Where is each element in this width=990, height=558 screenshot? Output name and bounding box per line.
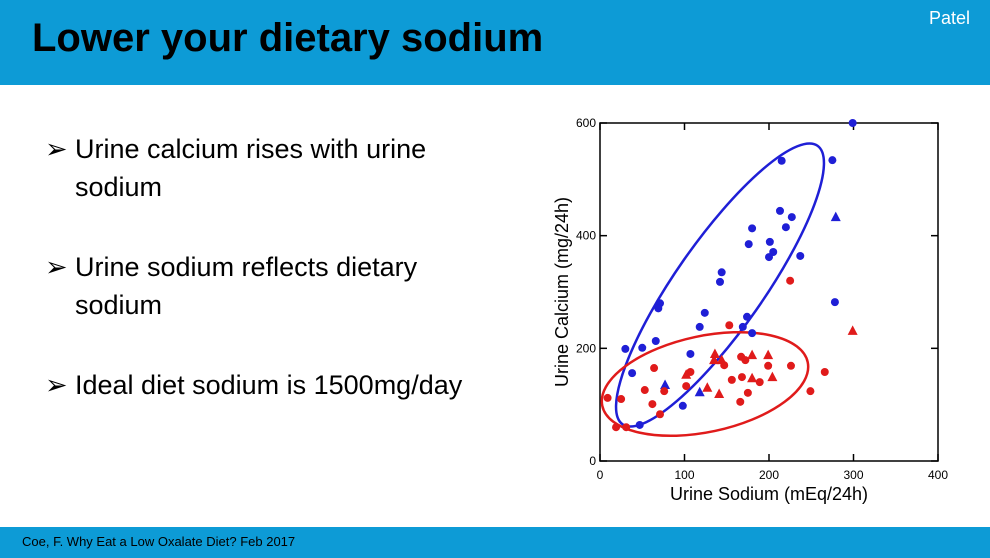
x-tick-label: 100 bbox=[674, 468, 694, 482]
point bbox=[727, 375, 736, 384]
point bbox=[806, 387, 815, 396]
point bbox=[682, 382, 691, 391]
point bbox=[847, 325, 858, 335]
point bbox=[765, 237, 774, 246]
x-axis-label: Urine Sodium (mEq/24h) bbox=[670, 484, 868, 504]
point bbox=[830, 211, 841, 222]
point bbox=[638, 343, 647, 352]
point bbox=[660, 387, 669, 396]
y-tick-label: 200 bbox=[576, 341, 596, 355]
point bbox=[743, 388, 752, 397]
point bbox=[678, 401, 687, 410]
point bbox=[686, 349, 695, 358]
point bbox=[737, 373, 746, 382]
point bbox=[725, 321, 734, 330]
point bbox=[747, 349, 758, 360]
point bbox=[796, 251, 805, 260]
point bbox=[748, 329, 757, 338]
point bbox=[848, 119, 857, 127]
point bbox=[628, 369, 637, 378]
x-tick-label: 300 bbox=[843, 468, 863, 482]
author: Patel bbox=[928, 8, 970, 28]
point bbox=[655, 410, 664, 419]
point bbox=[765, 253, 773, 262]
y-tick-label: 600 bbox=[576, 116, 596, 130]
point bbox=[603, 393, 612, 402]
point bbox=[717, 268, 726, 277]
point bbox=[755, 378, 764, 387]
point bbox=[786, 361, 795, 370]
point bbox=[714, 388, 725, 398]
point bbox=[709, 354, 720, 365]
bullet: Ideal diet sodium is 1500mg/day bbox=[45, 366, 495, 404]
point bbox=[744, 240, 753, 249]
point bbox=[764, 361, 773, 370]
point bbox=[747, 372, 758, 383]
x-tick-label: 0 bbox=[597, 468, 604, 482]
point bbox=[700, 308, 709, 317]
red-ellipse bbox=[600, 330, 810, 438]
point bbox=[650, 364, 659, 373]
chart: Urine Sodium (mEq/24h) Urine Calcium (mg… bbox=[552, 116, 948, 504]
point bbox=[660, 379, 671, 389]
slide-title: Lower your dietary sodium bbox=[32, 16, 544, 60]
point bbox=[622, 423, 631, 432]
header: Lower your dietary sodium Patel bbox=[0, 0, 990, 85]
blue-ellipse bbox=[614, 142, 826, 428]
point bbox=[763, 349, 774, 360]
point bbox=[828, 156, 837, 165]
point bbox=[786, 276, 795, 285]
point bbox=[738, 322, 747, 331]
x-tick-label: 400 bbox=[928, 468, 948, 482]
point bbox=[748, 224, 757, 233]
point bbox=[715, 277, 724, 286]
point bbox=[617, 395, 626, 404]
point bbox=[654, 304, 663, 313]
point bbox=[640, 386, 649, 395]
point bbox=[787, 213, 796, 222]
point bbox=[716, 354, 727, 365]
point bbox=[767, 371, 778, 382]
point bbox=[777, 156, 786, 165]
bullet-list: Urine calcium rises with urine sodium Ur… bbox=[45, 130, 495, 446]
point bbox=[781, 223, 790, 232]
point bbox=[830, 298, 839, 307]
point bbox=[743, 312, 752, 321]
point bbox=[709, 348, 720, 358]
y-tick-label: 400 bbox=[576, 229, 596, 243]
point bbox=[621, 344, 630, 353]
x-tick-label: 200 bbox=[759, 468, 779, 482]
bullet: Urine sodium reflects dietary sodium bbox=[45, 248, 495, 324]
footer: Coe, F. Why Eat a Low Oxalate Diet? Feb … bbox=[0, 527, 990, 558]
point bbox=[648, 400, 657, 409]
y-axis-label: Urine Calcium (mg/24h) bbox=[552, 197, 572, 387]
point bbox=[736, 397, 745, 406]
point bbox=[695, 322, 704, 331]
y-tick-label: 0 bbox=[589, 454, 596, 468]
point bbox=[775, 206, 784, 215]
point bbox=[694, 386, 705, 397]
point bbox=[612, 423, 621, 432]
citation: Coe, F. Why Eat a Low Oxalate Diet? Feb … bbox=[22, 534, 296, 549]
point bbox=[702, 382, 713, 392]
bullet: Urine calcium rises with urine sodium bbox=[45, 130, 495, 206]
point bbox=[635, 420, 644, 429]
point bbox=[651, 337, 660, 346]
point bbox=[820, 367, 829, 376]
point bbox=[681, 369, 692, 379]
point bbox=[741, 356, 750, 365]
